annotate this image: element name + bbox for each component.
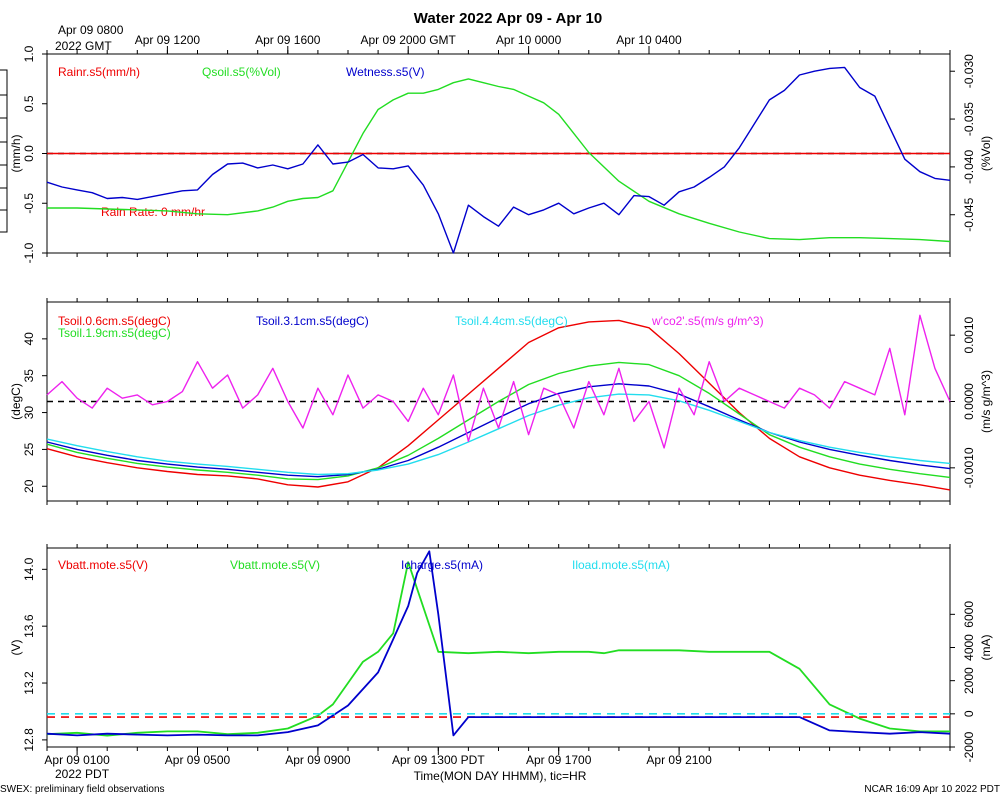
right-tick-label: 0.0010: [962, 316, 976, 353]
left-tick-label: -1.0: [22, 242, 36, 263]
right-tick-label: -0.035: [962, 102, 976, 136]
chart-title: Water 2022 Apr 09 - Apr 10: [414, 10, 602, 27]
y-axis-label-right: (m/s g/m^3): [979, 370, 993, 433]
legend-entry: Tsoil.0.6cm.s5(degC): [58, 314, 171, 328]
left-tick-label: 0.5: [22, 95, 36, 112]
right-tick-label: -0.030: [962, 54, 976, 88]
right-tick-label: -0.040: [962, 150, 976, 184]
bottom-time-label: Apr 09 1700: [526, 753, 592, 767]
top-time-label: Apr 10 0000: [496, 33, 562, 47]
left-tick-label: 0.0: [22, 145, 36, 162]
left-tick-label: 30: [22, 406, 36, 420]
y-axis-label-left: (degC): [9, 383, 23, 420]
left-tick-label: 13.2: [22, 671, 36, 695]
y-axis-label-right: (%Vol): [979, 136, 993, 171]
left-tick-label: 35: [22, 369, 36, 383]
right-tick-label: 2000: [962, 667, 976, 694]
legend-entry: Rainr.s5(mm/h): [58, 65, 140, 79]
series-line-blue: [46, 66, 951, 254]
left-tick-label: -0.5: [22, 193, 36, 214]
left-tick-label: 20: [22, 479, 36, 493]
right-tick-label: 6000: [962, 601, 976, 628]
series-line-cyan: [46, 393, 951, 476]
left-tick-label: 1.0: [22, 45, 36, 62]
series-line-green: [46, 361, 951, 481]
y-axis-label-left: (mm/h): [9, 135, 23, 173]
left-tick-label: 12.8: [22, 728, 36, 752]
right-tick-label: -2000: [962, 731, 976, 762]
series-line-green: [46, 561, 950, 737]
rain-rate-annotation: Rain Rate: 0 mm/hr: [101, 205, 205, 219]
top-left-tz: 2022 GMT: [55, 39, 112, 53]
bottom-time-label: Apr 09 0100: [44, 753, 110, 767]
footer-left: SWEX: preliminary field observations: [0, 784, 165, 795]
footer-right: NCAR 16:09 Apr 10 2022 PDT: [864, 784, 1000, 795]
chart-layers: -1.0 -0.5 0.0 0.5 1.0 -0.045 -0.040 -0.035 -0.03…: [9, 33, 993, 767]
left-tick-label: 13.6: [22, 614, 36, 638]
legend-entry: Qsoil.s5(%Vol): [202, 65, 281, 79]
left-edge-bracket: [0, 69, 8, 233]
bottom-time-label: Apr 09 2100: [646, 753, 712, 767]
right-tick-label: 4000: [962, 634, 976, 661]
series-line-magenta: [46, 314, 951, 449]
series-line-green: [47, 78, 951, 243]
legend-entry: Tsoil.1.9cm.s5(degC): [58, 326, 171, 340]
top-time-label: Apr 09 1600: [255, 33, 321, 47]
left-tick-label: 40: [22, 332, 36, 346]
bottom-time-label: Apr 09 1300 PDT: [392, 753, 485, 767]
left-tick-label: 14.0: [22, 557, 36, 581]
right-tick-label: 0.0000: [962, 383, 976, 420]
legend-entry: Vbatt.mote.s5(V): [230, 558, 320, 572]
legend-entry: Tsoil.3.1cm.s5(degC): [256, 314, 369, 328]
right-tick-label: -0.045: [962, 197, 976, 231]
right-tick-label: 0: [962, 710, 976, 717]
bottom-time-label: Apr 09 0500: [165, 753, 231, 767]
top-time-label: Apr 09 2000 GMT: [361, 33, 457, 47]
y-axis-label-left: (V): [9, 640, 23, 656]
series-line-blue: [46, 550, 951, 737]
left-tick-label: 25: [22, 442, 36, 456]
right-tick-label: -0.0010: [962, 447, 976, 488]
legend-entry: Tsoil.4.4cm.s5(degC): [455, 314, 568, 328]
top-left-time: Apr 09 0800: [58, 23, 124, 37]
legend-entry: Iload.mote.s5(mA): [572, 558, 670, 572]
top-time-label: Apr 09 1200: [135, 33, 201, 47]
legend-entry: w'co2'.s5(m/s g/m^3): [651, 314, 764, 328]
bottom-time-label: Apr 09 0900: [285, 753, 351, 767]
series-line-red: [46, 319, 951, 491]
bottom-left-tz: 2022 PDT: [55, 767, 110, 781]
y-axis-label-right: (mA): [979, 635, 993, 661]
legend-entry: Wetness.s5(V): [346, 65, 424, 79]
x-axis-label: Time(MON DAY HHMM), tic=HR: [414, 769, 587, 783]
legend-entry: Icharge.s5(mA): [401, 558, 483, 572]
series-line-blue: [46, 383, 951, 478]
top-time-label: Apr 10 0400: [616, 33, 682, 47]
legend-entry: Vbatt.mote.s5(V): [58, 558, 148, 572]
